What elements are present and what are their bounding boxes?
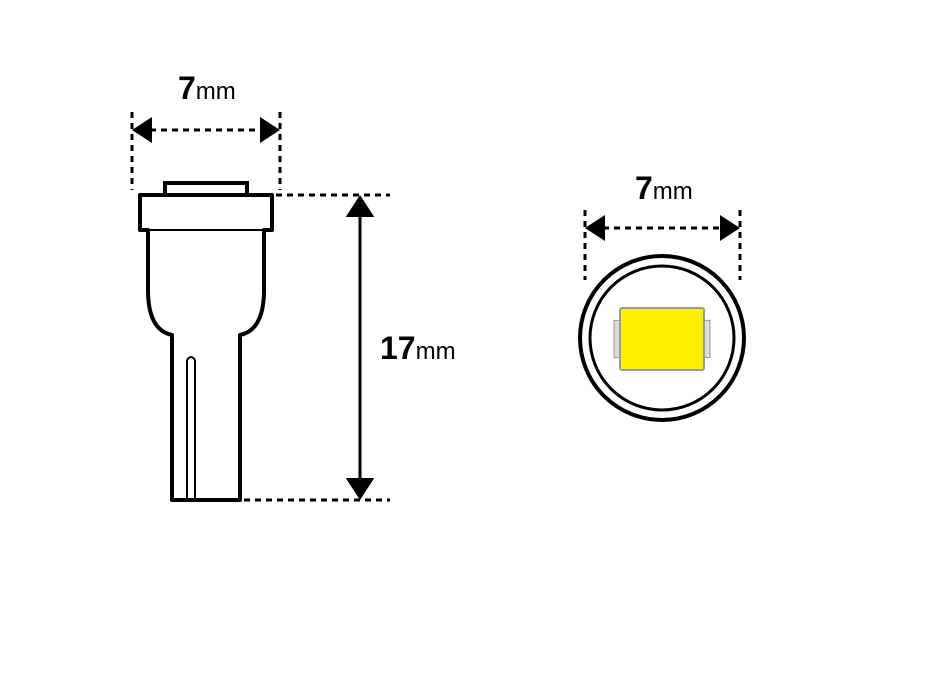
side-top-width-value: 7 — [178, 70, 196, 106]
side-height-unit: mm — [416, 338, 456, 365]
top-width-value: 7 — [635, 170, 653, 206]
side-height-label: 17mm — [380, 330, 456, 367]
side-top-width-unit: mm — [196, 78, 236, 105]
top-view-drawing — [0, 0, 944, 678]
side-top-width-label: 7mm — [178, 70, 236, 107]
top-width-unit: mm — [653, 178, 693, 205]
diagram-stage: 7mm 17mm 7mm — [0, 0, 944, 678]
top-width-label: 7mm — [635, 170, 693, 207]
side-height-value: 17 — [380, 330, 416, 366]
